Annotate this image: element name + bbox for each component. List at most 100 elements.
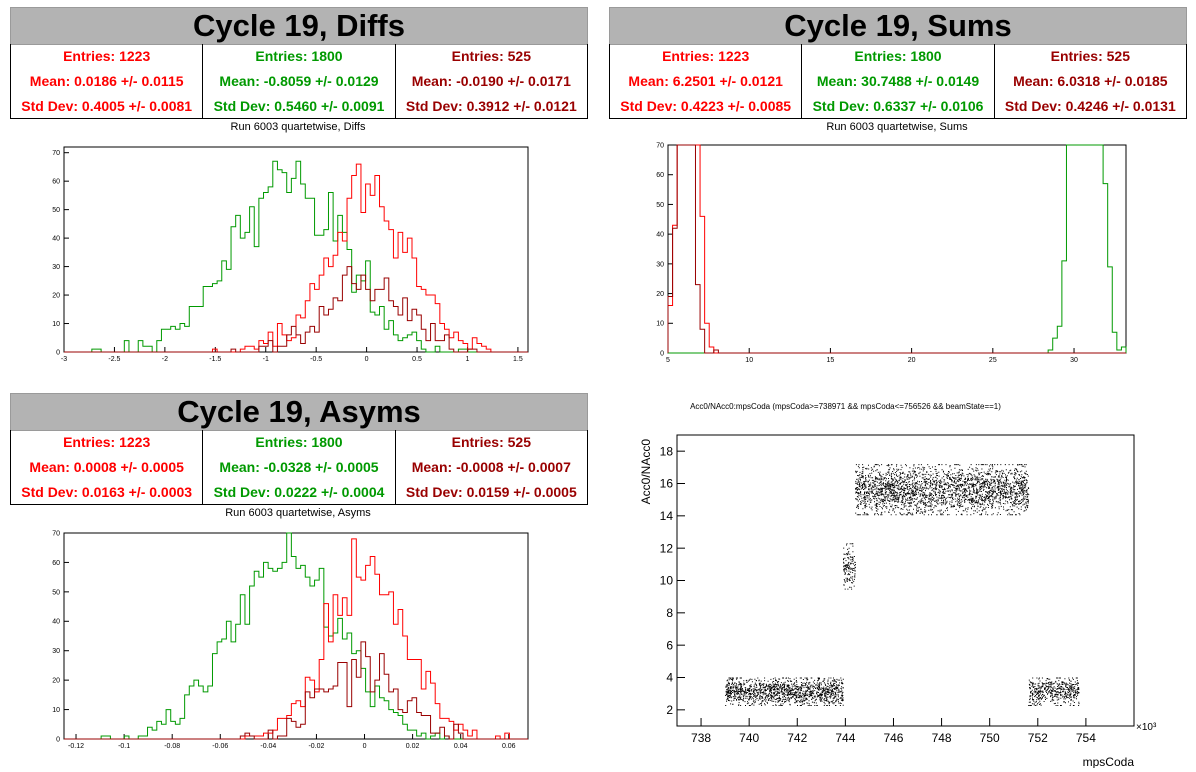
mean-text: Mean: -0.0190 +/- 0.0171 xyxy=(411,72,571,89)
asyms-stats-box: Entries: 1223 Mean: 0.0008 +/- 0.0005 St… xyxy=(10,430,588,505)
scatter-cluster xyxy=(843,543,856,590)
diffs-title: Cycle 19, Diffs xyxy=(10,7,588,45)
entries-text: Entries: 1800 xyxy=(854,48,942,65)
stats-col-3: Entries: 525 Mean: -0.0008 +/- 0.0007 St… xyxy=(396,430,587,504)
x-tick-label: -0.08 xyxy=(164,743,180,750)
scatter-cluster xyxy=(725,677,844,706)
y-tick-label: 10 xyxy=(660,574,674,588)
y-tick-label: 10 xyxy=(52,707,60,714)
x-tick-label: 25 xyxy=(989,357,997,364)
y-tick-label: 40 xyxy=(656,232,664,239)
stats-col-2: Entries: 1800 Mean: -0.8059 +/- 0.0129 S… xyxy=(203,44,396,118)
x-tick-label: -2 xyxy=(162,356,168,363)
histogram-series xyxy=(667,144,1126,354)
y-tick-label: 12 xyxy=(660,541,674,555)
plot-frame xyxy=(63,532,529,740)
y-tick-label: 50 xyxy=(52,207,60,214)
x-tick-label: 750 xyxy=(980,731,1000,745)
sums-stats-box: Entries: 1223 Mean: 6.2501 +/- 0.0121 St… xyxy=(609,44,1187,119)
diffs-histogram: -3 -2.5 -2 -1.5 -1 -0.5 0 0.5 1 1.5 0 10 20 30 40 50 60 7… xyxy=(52,146,529,363)
entries-text: Entries: 1800 xyxy=(255,434,343,451)
asyms-subtitle: Run 6003 quartetwise, Asyms xyxy=(225,507,371,519)
plot-frame xyxy=(63,146,529,353)
histogram-series xyxy=(64,160,528,353)
std-text: Std Dev: 0.3912 +/- 0.0121 xyxy=(405,97,577,114)
y-tick-label: 40 xyxy=(52,619,60,626)
x-tick-label: 742 xyxy=(787,731,807,745)
std-text: Std Dev: 0.0163 +/- 0.0003 xyxy=(21,483,193,500)
y-tick-label: 30 xyxy=(656,261,664,268)
x-tick-label: 748 xyxy=(932,731,952,745)
std-text: Std Dev: 0.0159 +/- 0.0005 xyxy=(405,483,577,500)
std-text: Std Dev: 0.0222 +/- 0.0004 xyxy=(213,483,385,500)
x-tick-label: 1 xyxy=(466,356,470,363)
stats-col-3: Entries: 525 Mean: 6.0318 +/- 0.0185 Std… xyxy=(995,44,1186,118)
x-tick-label: -2.5 xyxy=(108,356,120,363)
stats-col-2: Entries: 1800 Mean: -0.0328 +/- 0.0005 S… xyxy=(203,430,396,504)
y-tick-label: 70 xyxy=(656,142,664,149)
histogram-series xyxy=(64,538,528,740)
stats-col-1: Entries: 1223 Mean: 0.0008 +/- 0.0005 St… xyxy=(11,430,204,504)
x-tick-label: 740 xyxy=(739,731,759,745)
x-tick-label: 738 xyxy=(691,731,711,745)
y-tick-label: 20 xyxy=(52,678,60,685)
y-tick-label: 8 xyxy=(666,606,673,620)
x-tick-label: 0.02 xyxy=(406,743,420,750)
plot-frame xyxy=(676,434,1135,727)
sums-subtitle: Run 6003 quartetwise, Sums xyxy=(826,121,968,133)
scatter-title: Acc0/NAcc0:mpsCoda (mpsCoda>=738971 && m… xyxy=(690,402,1001,411)
y-tick-label: 30 xyxy=(52,264,60,271)
mean-text: Mean: 30.7488 +/- 0.0149 xyxy=(816,72,980,89)
mean-text: Mean: 6.0318 +/- 0.0185 xyxy=(1013,72,1168,89)
x-tick-label: 746 xyxy=(883,731,903,745)
x-tick-label: 20 xyxy=(908,357,916,364)
x-axis-label: mpsCoda xyxy=(1083,755,1135,768)
x-tick-label: -0.04 xyxy=(260,743,276,750)
y-tick-label: 60 xyxy=(52,179,60,186)
x-tick-label: 0.06 xyxy=(502,743,516,750)
x-exponent-label: ×10³ xyxy=(1136,722,1157,733)
mean-text: Mean: 0.0186 +/- 0.0115 xyxy=(29,72,184,89)
y-tick-label: 0 xyxy=(56,349,60,356)
scatter-cluster xyxy=(1028,677,1080,706)
scatter-plot: 738 740 742 744 746 748 750 752 754 2 4 6 8 10 12 14 16 1… xyxy=(639,402,1157,768)
histogram-series xyxy=(64,641,528,740)
x-tick-label: -0.12 xyxy=(68,743,84,750)
diffs-subtitle: Run 6003 quartetwise, Diffs xyxy=(230,121,366,133)
y-tick-label: 10 xyxy=(52,321,60,328)
y-tick-label: 50 xyxy=(52,589,60,596)
mean-text: Mean: 6.2501 +/- 0.0121 xyxy=(628,72,783,89)
x-tick-label: 15 xyxy=(827,357,835,364)
x-tick-label: 0.04 xyxy=(454,743,468,750)
y-tick-label: 14 xyxy=(660,509,674,523)
x-tick-label: -1.5 xyxy=(209,356,221,363)
entries-text: Entries: 525 xyxy=(451,434,531,451)
entries-text: Entries: 1223 xyxy=(63,434,151,451)
y-tick-label: 10 xyxy=(656,321,664,328)
scatter-cluster xyxy=(855,464,1030,516)
y-tick-label: 18 xyxy=(660,444,674,458)
entries-text: Entries: 525 xyxy=(1050,48,1130,65)
x-tick-label: -1 xyxy=(263,356,269,363)
x-tick-label: 744 xyxy=(835,731,855,745)
y-tick-label: 20 xyxy=(52,293,60,300)
y-tick-label: 16 xyxy=(660,477,674,491)
entries-text: Entries: 1223 xyxy=(662,48,750,65)
plot-frame xyxy=(667,144,1127,354)
y-tick-label: 2 xyxy=(666,703,673,717)
asyms-title: Cycle 19, Asyms xyxy=(10,393,588,431)
y-tick-label: 0 xyxy=(660,350,664,357)
x-tick-label: 30 xyxy=(1070,357,1078,364)
entries-text: Entries: 1223 xyxy=(63,48,151,65)
stats-col-3: Entries: 525 Mean: -0.0190 +/- 0.0171 St… xyxy=(396,44,587,118)
mean-text: Mean: 0.0008 +/- 0.0005 xyxy=(29,458,184,475)
histogram-series xyxy=(64,532,528,740)
y-tick-label: 70 xyxy=(52,150,60,157)
x-tick-label: 0 xyxy=(365,356,369,363)
x-tick-label: -0.1 xyxy=(118,743,130,750)
sums-histogram: 5 10 15 20 25 30 0 10 20 30 40 50 60 70 xyxy=(656,142,1127,364)
y-tick-label: 60 xyxy=(656,172,664,179)
x-tick-label: 754 xyxy=(1076,731,1096,745)
y-tick-label: 6 xyxy=(666,638,673,652)
x-tick-label: 0.5 xyxy=(412,356,422,363)
